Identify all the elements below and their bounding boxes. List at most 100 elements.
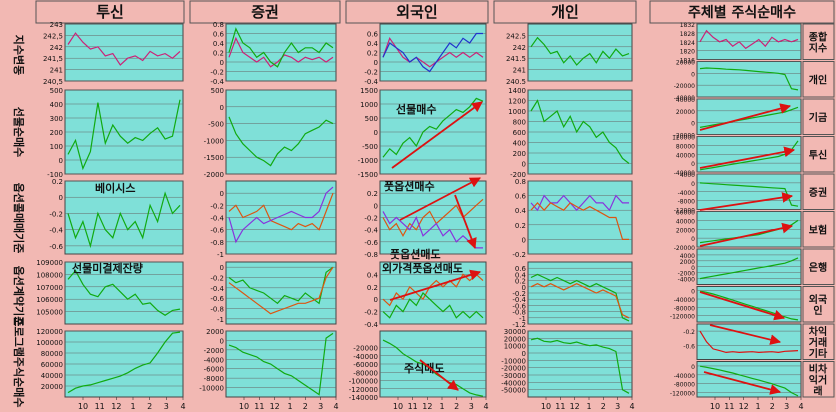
y-tick-label: -0.2 xyxy=(210,69,224,77)
y-tick-label: 80000 xyxy=(41,350,63,358)
y-tick-label: -120000 xyxy=(670,391,695,398)
y-tick-label: -20000 xyxy=(501,365,526,373)
y-tick-label: 60000 xyxy=(41,361,63,369)
y-tick-label: 0 xyxy=(522,161,526,169)
y-tick-label: -40000 xyxy=(674,297,695,304)
y-tick-label: -0.4 xyxy=(512,296,526,304)
y-tick-label: -2000 xyxy=(678,271,696,278)
right-row-label: 비차 익거 래 xyxy=(809,362,828,397)
row-label-프로그램: 프로그램주식순매수 xyxy=(12,316,26,407)
y-tick-label: -1500 xyxy=(204,154,224,162)
y-tick-label: -40000 xyxy=(674,373,695,380)
header-box-개인 xyxy=(493,0,637,24)
y-tick-label: -1000 xyxy=(358,157,378,165)
panel-증권-옵션콜: 0 -0.2 -0.4 -0.6 -0.8 -1 xyxy=(210,180,337,259)
y-tick-label: 400 xyxy=(513,140,526,148)
x-tick-label: 1 xyxy=(755,402,760,411)
right-label-box xyxy=(802,286,835,323)
red-arrow xyxy=(699,192,794,211)
header-개인: 개인 xyxy=(551,3,579,21)
y-tick-label: -8000 xyxy=(204,375,224,383)
y-tick-label: -30000 xyxy=(501,372,526,380)
y-tick-label: -60000 xyxy=(353,361,378,369)
header-증권: 증권 xyxy=(251,3,279,21)
y-tick-label: 120000 xyxy=(672,135,695,142)
y-tick-label: 241 xyxy=(50,67,63,75)
y-tick-label: -0.6 xyxy=(364,239,378,247)
y-tick-label: 108000 xyxy=(36,271,63,279)
y-tick-label: -50000 xyxy=(501,387,526,395)
annotation-futures-buy: 선물매수 xyxy=(396,102,436,116)
panel-증권-프로그램: 20000 -2000-4000 -6000-8000 -10000 xyxy=(199,328,337,398)
x-tick-label: 11 xyxy=(95,402,105,411)
x-tick-label: 12 xyxy=(270,402,280,411)
y-tick-label: 40000 xyxy=(41,372,63,380)
y-tick-label: -10000 xyxy=(501,357,526,365)
y-tick-label: -1500 xyxy=(358,171,378,179)
y-tick-label: -20000 xyxy=(674,83,695,90)
y-tick-label: 1820 xyxy=(680,49,695,56)
y-tick-label: 4000 xyxy=(680,172,695,179)
header-box-증권 xyxy=(189,0,341,24)
y-tick-label: -40000 xyxy=(674,170,695,177)
x-tick-label: 12 xyxy=(111,402,121,411)
panel-개인-옵션콜: 0.8 0.6 0.4 0.2 0 -0.2 xyxy=(512,178,633,259)
y-tick-label: 1000 xyxy=(360,101,378,109)
y-tick-label: -1000 xyxy=(204,137,224,145)
y-tick-label: -0.2 xyxy=(683,329,695,336)
red-arrow xyxy=(703,371,782,395)
series-line-blue xyxy=(382,32,483,73)
x-tick-label: 4 xyxy=(180,402,185,411)
header-box-투신 xyxy=(35,0,185,24)
series-line-green xyxy=(228,266,334,305)
panel-개인-선물순매수: 1400 1200 1000 800 600 400 200 0 -200 xyxy=(508,87,633,179)
series-line-green xyxy=(67,99,181,171)
y-tick-label: -200 xyxy=(510,171,526,179)
x-tick-label: 3 xyxy=(469,402,474,411)
y-tick-label: 800 xyxy=(513,119,526,127)
y-tick-label: -100 xyxy=(47,171,63,179)
series-line-green xyxy=(530,99,630,164)
y-tick-label: 0.4 xyxy=(515,271,527,279)
right-label-box xyxy=(802,136,835,173)
y-tick-label: 80000 xyxy=(676,143,695,150)
panels: 243242,5242241,5241240,55004003002001000… xyxy=(36,21,802,402)
y-tick-label: -500 xyxy=(362,143,378,151)
panel-외국인-지수변동: 0.60.4 0.20 -0.2-0.4 xyxy=(364,23,487,86)
y-tick-label: 0.8 xyxy=(515,178,526,186)
y-tick-label: -8000 xyxy=(678,199,696,206)
y-tick-label: -6000 xyxy=(204,366,224,374)
y-tick-label: 0 xyxy=(374,296,378,304)
y-tick-label: 0.2 xyxy=(515,278,526,286)
column-headers: 투신 증권 외국인 개인 주체별 주식순매수 xyxy=(35,0,835,24)
y-tick-label: 242.5 xyxy=(506,32,526,40)
y-tick-label: -120000 xyxy=(670,314,695,321)
y-tick-label: 100000 xyxy=(36,339,63,347)
panel-투신-프로그램: 120000 100000 80000 60000 40000 20000 xyxy=(36,328,184,398)
y-tick-label: 0 xyxy=(59,194,63,202)
row-labels: 지수변동 선물순매수 옵션콜매매기준 옵션계약기준 프로그램주식순매수 xyxy=(12,35,26,408)
x-tick-label: 11 xyxy=(254,402,264,411)
y-tick-label: -100000 xyxy=(349,378,378,386)
header-box-right xyxy=(649,0,835,24)
y-tick-label: 0 xyxy=(691,161,695,168)
right-row-label: 종합 지수 xyxy=(809,30,828,54)
y-tick-label: -0.4 xyxy=(49,227,63,235)
series-line-green xyxy=(530,36,630,66)
y-tick-label: -40000 xyxy=(674,95,695,102)
y-tick-label: 0.4 xyxy=(367,271,379,279)
panel-증권-선물순매수: 500 0 -500 -1000 -1500 -2000 xyxy=(204,87,337,179)
annotation-put-sell: 풋옵션매도 xyxy=(390,247,441,261)
x-tick-label: 1 xyxy=(130,402,135,411)
x-tick-label: 2 xyxy=(601,402,606,411)
panel-외국인-프로그램: -20000-40000-60000-80000-100000-120000-1… xyxy=(349,330,487,402)
right-row-label: 외국 인 xyxy=(809,294,827,317)
series-line-green xyxy=(382,97,484,158)
y-tick-label: 0 xyxy=(374,129,378,137)
x-tick-label: 12 xyxy=(570,402,580,411)
y-tick-label: -120000 xyxy=(349,386,378,394)
y-tick-label: 2000 xyxy=(680,259,695,266)
row-label-옵션콜: 옵션콜매매기준 xyxy=(12,183,26,254)
